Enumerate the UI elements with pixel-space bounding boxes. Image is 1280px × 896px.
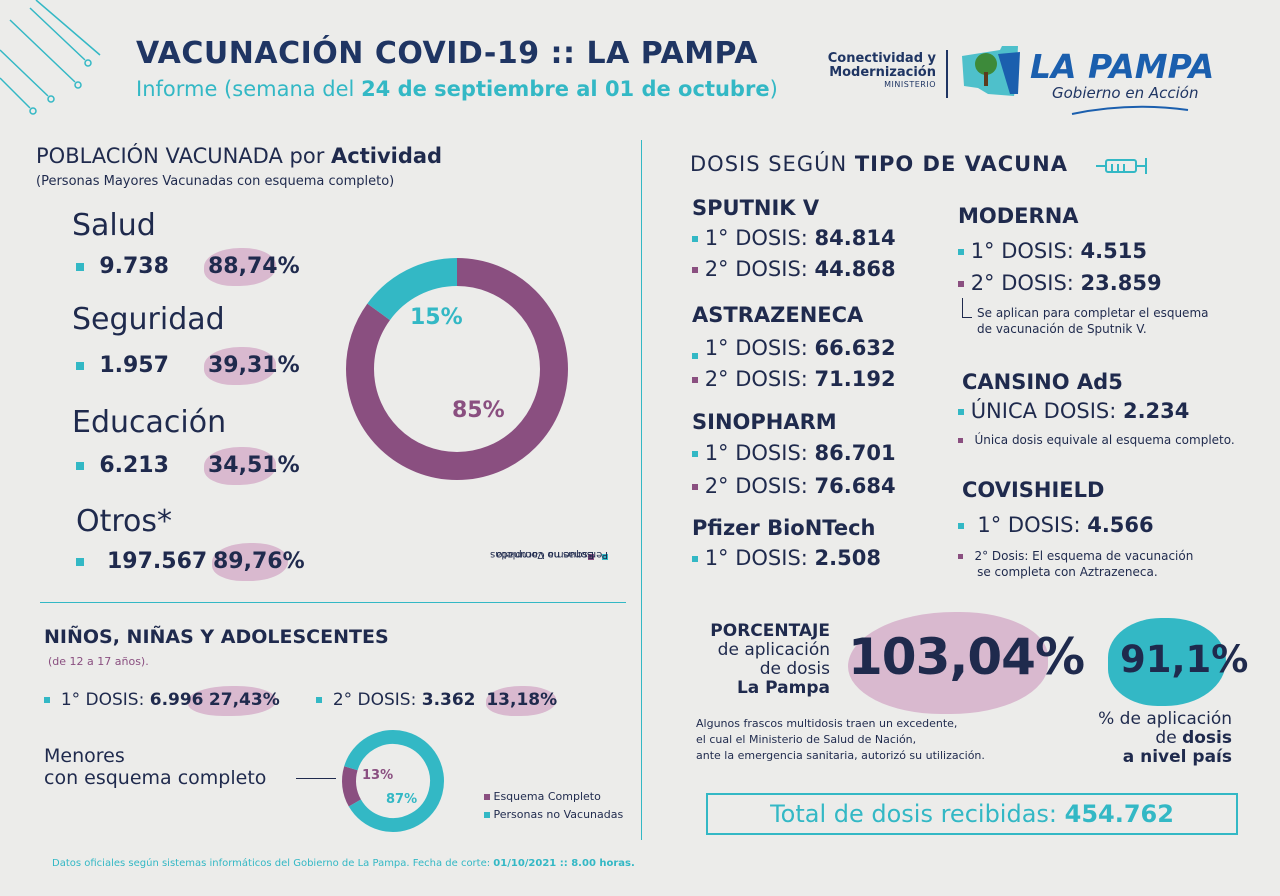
logo-separator [946,50,948,98]
activity-name-otros: Otros* [76,504,173,539]
vaccine-name-covishield: COVISHIELD [962,478,1105,502]
logo-swoosh [1071,105,1189,115]
national-percent-value: 91,1% [1120,638,1249,681]
excedente-note: Algunos frascos multidosis traen un exce… [696,717,985,762]
donut2-legend-completo: Esquema Completo [484,790,601,803]
vaccine-name-cansino: CANSINO Ad5 [962,370,1123,394]
syringe-icon [1096,158,1147,174]
province-map-icon [962,46,1020,96]
donut-legend-vertical: Esquema Completo Personas no Vacunadas [490,549,608,560]
activity-name-seguridad: Seguridad [72,302,225,337]
activity-percent-educacion: 34,51% [208,453,300,478]
percent-blob [204,347,276,385]
percent-blob [188,686,276,716]
activity-percent-salud: 88,74% [208,254,300,279]
percent-blob [212,543,288,581]
page-subtitle: Informe (semana del 24 de septiembre al … [136,77,778,101]
big-percent-blob [848,612,1048,714]
sputnik-dose1: 1° DOSIS: 84.814 [692,226,896,250]
nna-dose1: 1° DOSIS: 6.996 27,43% [44,690,280,710]
porcentaje-label: PORCENTAJE de aplicación de dosis La Pampa [710,621,830,699]
activity-name-educacion: Educación [72,405,227,440]
nna-subtitle: (de 12 a 17 años). [48,655,149,668]
page-title: VACUNACIÓN COVID-19 :: LA PAMPA [136,36,759,71]
covishield-note: 2° Dosis: El esquema de vacunación se co… [958,548,1193,580]
activity-count-otros: 197.567 [76,549,207,574]
activity-count-educacion: 6.213 [76,453,169,478]
menores-connector [296,778,336,779]
menores-label: Menores con esquema completo [44,745,267,789]
moderna-dose2: 2° DOSIS: 23.859 [958,271,1162,295]
porcentaje-value: 103,04% [848,628,1085,686]
vaccine-name-moderna: MODERNA [958,204,1079,228]
national-percent-blob [1108,618,1226,706]
cansino-note: Única dosis equivale al esquema completo… [958,432,1235,448]
sputnik-dose2: 2° DOSIS: 44.868 [692,257,896,281]
activity-percent-seguridad: 39,31% [208,353,300,378]
logo-name: LA PAMPA [1030,47,1215,86]
donut-chart-actividad [346,258,568,480]
activity-name-salud: Salud [72,208,156,243]
donut2-label-completo: 13% [362,768,394,783]
logo-tagline: Gobierno en Acción [1052,84,1199,102]
total-dosis-box: Total de dosis recibidas: 454.762 [706,793,1238,835]
donut2-legend-no-vacunadas: Personas no Vacunadas [484,808,623,821]
sinopharm-dose1: 1° DOSIS: 86.701 [692,441,896,465]
activity-count-seguridad: 1.957 [76,353,169,378]
percent-blob [204,248,276,286]
national-percent-label: % de aplicación de dosis a nivel país [1098,709,1232,768]
activity-percent-otros: 89,76% [213,549,305,574]
moderna-note-bracket [962,298,972,318]
donut-label-completo: 85% [452,398,505,423]
covishield-dose1: 1° DOSIS: 4.566 [958,513,1154,537]
footer-note: Datos oficiales según sistemas informáti… [52,858,635,869]
donut2-label-no-vacunadas: 87% [386,792,418,807]
donut-label-no-vacunadas: 15% [410,305,463,330]
moderna-dose1: 1° DOSIS: 4.515 [958,239,1147,263]
pfizer-dose1: 1° DOSIS: 2.508 [692,546,881,570]
activity-count-salud: 9.738 [76,254,169,279]
vaccine-name-sinopharm: SINOPHARM [692,410,837,434]
vertical-divider [641,140,642,840]
dosis-title: DOSIS SEGÚN TIPO DE VACUNA [690,152,1069,176]
cansino-dose: ÚNICA DOSIS: 2.234 [958,399,1189,423]
donut-slice-personas-no-vacunadas [342,730,444,832]
nna-dose2: 2° DOSIS: 3.362 13,18% [316,690,557,710]
poblacion-subtitle: (Personas Mayores Vacunadas con esquema … [36,174,395,189]
vaccine-name-sputnik: SPUTNIK V [692,196,820,220]
ministry-logo: Conectividad y Modernización MINISTERIO [827,51,936,90]
donut-slice-personas-no-vacunadas [346,258,568,480]
percent-blob [486,686,556,716]
donut-chart-menores [342,730,444,832]
percent-blob [204,447,276,485]
nna-title: NIÑOS, NIÑAS Y ADOLESCENTES [44,626,389,648]
astrazeneca-dose2: 2° DOSIS: 71.192 [692,367,896,391]
moderna-note: Se aplican para completar el esquema de v… [977,306,1209,337]
sinopharm-dose2: 2° DOSIS: 76.684 [692,474,896,498]
vaccine-name-astrazeneca: ASTRAZENECA [692,303,864,327]
decorative-corner-lines [0,0,101,115]
vaccine-name-pfizer: Pfizer BioNTech [692,516,876,540]
astrazeneca-dose1: 1° DOSIS: 66.632 [692,336,896,360]
horizontal-divider [40,602,626,603]
poblacion-title: POBLACIÓN VACUNADA por Actividad [36,144,443,168]
